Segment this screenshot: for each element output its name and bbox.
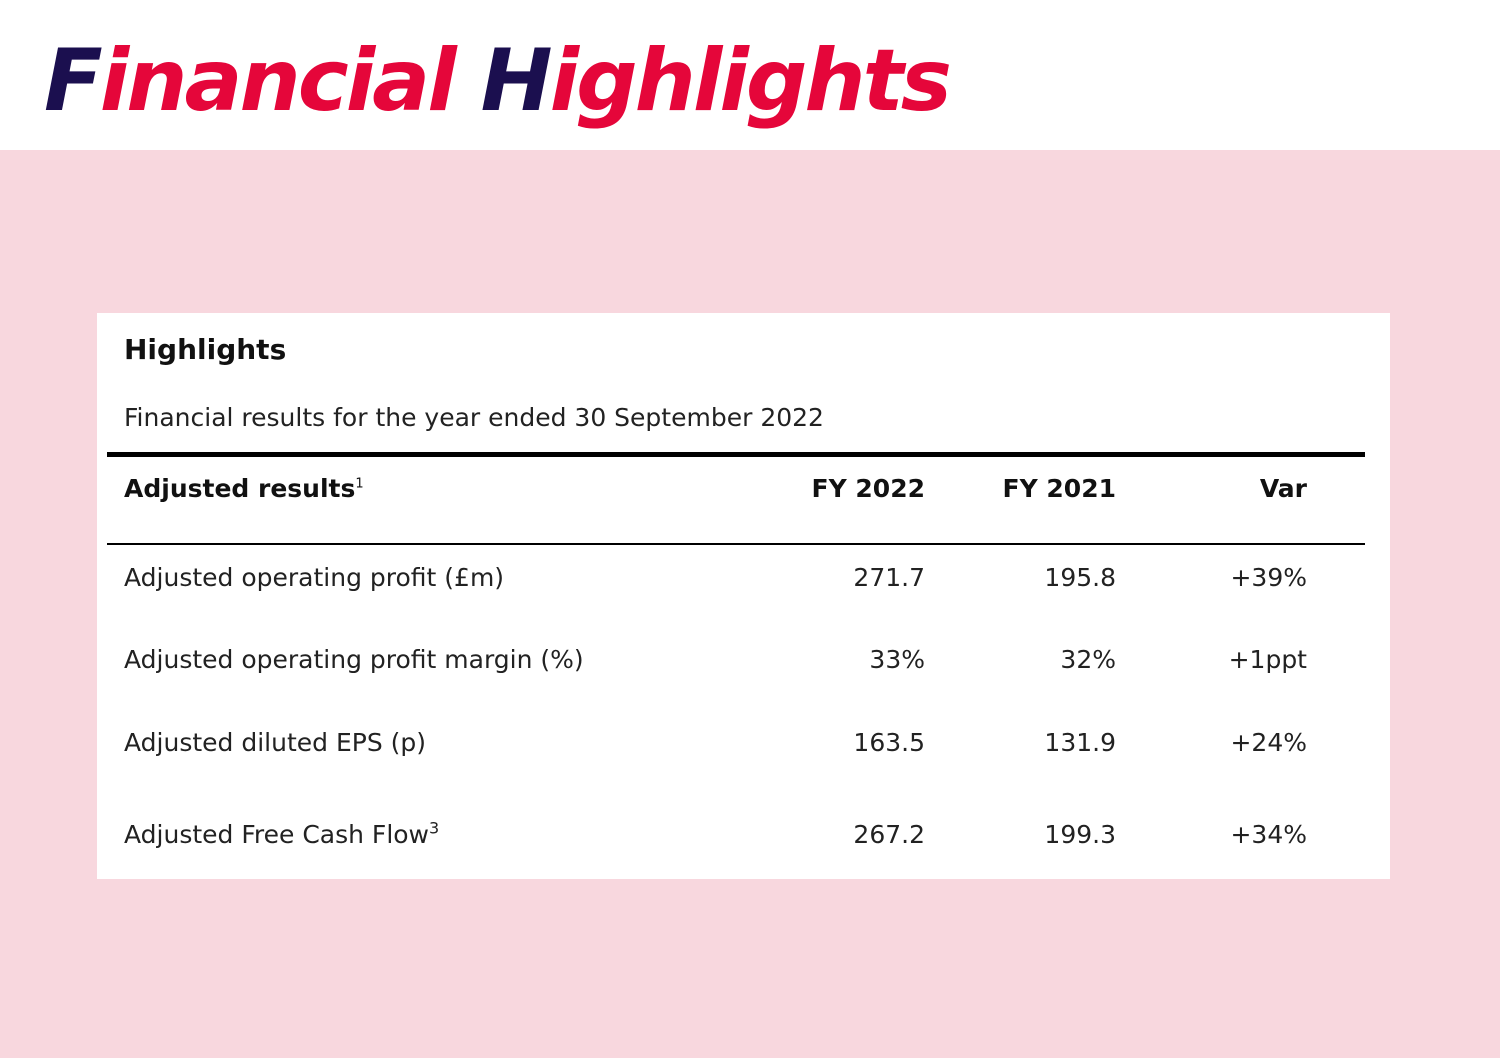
highlights-card: Highlights Financial results for the yea…	[97, 313, 1390, 879]
title-initial-f: F	[44, 31, 103, 131]
row-label: Adjusted Free Cash Flow	[124, 820, 430, 849]
row-var: +24%	[1230, 728, 1307, 757]
title-rest-financial: inancial	[99, 31, 481, 131]
row-label: Adjusted diluted EPS (p)	[124, 728, 427, 757]
card-heading: Highlights	[124, 333, 287, 366]
row-var: +1ppt	[1228, 645, 1307, 674]
header-footnote-marker: 1	[355, 476, 364, 492]
row-footnote-marker: 3	[429, 818, 440, 838]
row-fy2021: 32%	[1060, 645, 1116, 674]
page-header: Financial Highlights	[0, 0, 1500, 150]
card-subtitle: Financial results for the year ended 30 …	[124, 403, 824, 432]
header-adjusted-results-text: Adjusted results	[124, 474, 356, 503]
row-label: Adjusted operating profit margin (%)	[124, 645, 584, 674]
row-var: +34%	[1230, 820, 1307, 849]
row-fy2021: 199.3	[1044, 820, 1116, 849]
row-fy2022: 271.7	[853, 563, 925, 592]
page-title: Financial Highlights	[44, 38, 952, 124]
row-var: +39%	[1230, 563, 1307, 592]
header-var: Var	[1259, 474, 1307, 503]
header-adjusted-results: Adjusted results1	[124, 469, 364, 509]
table-row: Adjusted operating profit (£m) 271.7 195…	[97, 558, 1390, 598]
row-label: Adjusted operating profit (£m)	[124, 563, 505, 592]
header-fy2022: FY 2022	[811, 474, 925, 503]
table-top-rule	[107, 452, 1365, 457]
row-fy2021: 195.8	[1044, 563, 1116, 592]
row-fy2022: 267.2	[853, 820, 925, 849]
row-label-wrapper: Adjusted Free Cash Flow3	[124, 815, 439, 855]
title-initial-h: H	[480, 31, 553, 131]
title-rest-highlights: ighlights	[549, 31, 952, 131]
table-row: Adjusted diluted EPS (p) 163.5 131.9 +24…	[97, 723, 1390, 763]
table-header-row: Adjusted results1 FY 2022 FY 2021 Var	[97, 469, 1390, 509]
table-row: Adjusted Free Cash Flow3 267.2 199.3 +34…	[97, 815, 1390, 855]
header-fy2021: FY 2021	[1002, 474, 1116, 503]
row-fy2021: 131.9	[1044, 728, 1116, 757]
row-fy2022: 33%	[869, 645, 925, 674]
table-row: Adjusted operating profit margin (%) 33%…	[97, 640, 1390, 680]
table-header-rule	[107, 543, 1365, 545]
row-fy2022: 163.5	[853, 728, 925, 757]
